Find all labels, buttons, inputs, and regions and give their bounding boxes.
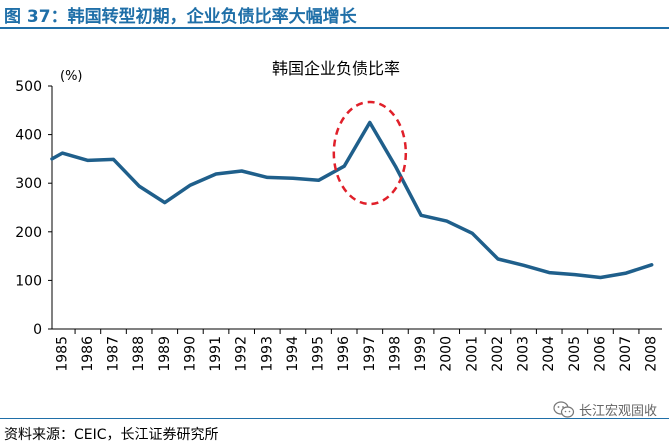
x-tick-label: 2001 — [464, 336, 480, 372]
x-tick-label: 1985 — [54, 336, 70, 372]
y-axis: 0 100 200 300 400 500 — [15, 79, 53, 338]
y-tick-label: 500 — [15, 79, 42, 95]
x-tick-label: 1990 — [182, 336, 198, 372]
y-tick-label: 400 — [15, 128, 42, 144]
watermark: 长江宏观固收 — [553, 400, 657, 419]
figure-title: 图 37：韩国转型初期，企业负债比率大幅增长 — [4, 7, 357, 27]
x-tick-label: 1998 — [387, 336, 403, 372]
highlight-group — [332, 100, 408, 206]
x-tick-label: 2005 — [567, 336, 583, 372]
x-tick-label: 2008 — [644, 336, 660, 372]
x-tick-label: 1986 — [80, 336, 96, 372]
x-tick-label: 1992 — [234, 336, 250, 372]
y-tick-label: 300 — [15, 176, 42, 192]
x-tick-label: 1997 — [362, 336, 378, 372]
x-tick-label: 1994 — [285, 336, 301, 372]
x-tick-label: 2004 — [541, 336, 557, 372]
x-tick-label: 1996 — [336, 336, 352, 372]
x-tick-label: 2007 — [618, 336, 634, 372]
y-tick-label: 100 — [15, 273, 42, 289]
x-tick-label: 1995 — [311, 336, 327, 372]
source-note: 资料来源：CEIC，长江证券研究所 — [4, 427, 219, 443]
title-divider — [0, 27, 669, 29]
x-tick-label: 1991 — [208, 336, 224, 372]
x-tick-label: 1999 — [413, 336, 429, 372]
y-axis-unit-label: (%) — [60, 69, 83, 84]
wechat-icon — [553, 400, 575, 418]
x-tick-label: 2002 — [490, 336, 506, 372]
x-tick-label: 1989 — [157, 336, 173, 372]
x-tick-label: 1988 — [131, 336, 147, 372]
x-tick-label: 1987 — [106, 336, 122, 372]
peak-highlight-ellipse — [332, 100, 408, 206]
x-axis: 1985 1986 1987 1988 1989 1990 1991 1992 1993 1994… — [52, 328, 662, 372]
x-tick-label: 2003 — [516, 336, 532, 372]
series-line — [50, 120, 654, 280]
y-tick-label: 0 — [33, 322, 42, 338]
series-group — [50, 120, 654, 280]
footer-divider — [0, 418, 669, 419]
watermark-text: 长江宏观固收 — [578, 404, 657, 419]
x-tick-label: 1993 — [259, 336, 275, 372]
y-tick-label: 200 — [15, 225, 42, 241]
chart-title: 韩国企业负债比率 — [272, 59, 400, 78]
x-tick-label: 2006 — [592, 336, 608, 372]
x-tick-label: 2000 — [439, 336, 455, 372]
